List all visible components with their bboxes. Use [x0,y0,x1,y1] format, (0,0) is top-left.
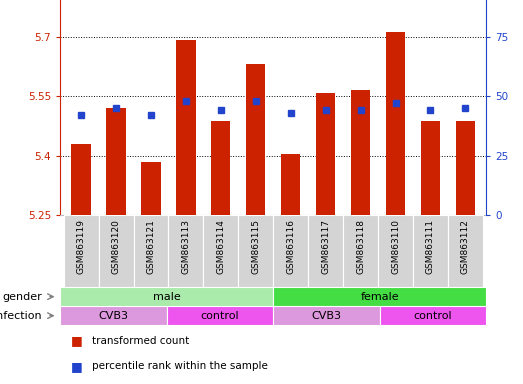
Bar [413,215,448,287]
Text: GSM863120: GSM863120 [111,219,120,274]
Text: CVB3: CVB3 [312,311,342,321]
Text: GSM863115: GSM863115 [251,219,260,274]
Bar [421,121,440,215]
Text: GSM863116: GSM863116 [286,219,295,274]
Bar [380,306,486,325]
Bar [343,215,378,287]
Bar [141,162,161,215]
Bar [168,215,203,287]
Text: GSM863121: GSM863121 [146,219,155,274]
Bar [203,215,238,287]
Bar [246,64,265,215]
Bar [133,215,168,287]
Text: GSM863118: GSM863118 [356,219,365,274]
Text: percentile rank within the sample: percentile rank within the sample [92,361,267,371]
Text: gender: gender [2,292,42,302]
Bar [448,215,483,287]
Text: GSM863117: GSM863117 [321,219,330,274]
Bar [351,90,370,215]
Bar [60,306,167,325]
Text: female: female [360,292,399,302]
Bar [274,215,308,287]
Bar [238,215,274,287]
Text: GSM863119: GSM863119 [76,219,86,274]
Bar [98,215,133,287]
Text: ■: ■ [71,334,82,347]
Text: control: control [201,311,240,321]
Bar [273,306,380,325]
Text: infection: infection [0,311,42,321]
Bar [107,108,126,215]
Text: GSM863112: GSM863112 [461,219,470,274]
Text: male: male [153,292,180,302]
Text: transformed count: transformed count [92,336,189,346]
Bar [60,287,273,306]
Bar [378,215,413,287]
Text: GSM863113: GSM863113 [181,219,190,274]
Bar [281,154,300,215]
Text: GSM863111: GSM863111 [426,219,435,274]
Bar [64,215,98,287]
Bar [167,306,273,325]
Bar [316,93,335,215]
Bar [72,144,90,215]
Text: GSM863114: GSM863114 [217,219,225,274]
Text: CVB3: CVB3 [98,311,129,321]
Bar [176,40,196,215]
Bar [456,121,475,215]
Bar [386,32,405,215]
Bar [308,215,343,287]
Bar [211,121,231,215]
Text: GSM863110: GSM863110 [391,219,400,274]
Bar [273,287,486,306]
Text: control: control [414,311,452,321]
Text: ■: ■ [71,360,82,373]
